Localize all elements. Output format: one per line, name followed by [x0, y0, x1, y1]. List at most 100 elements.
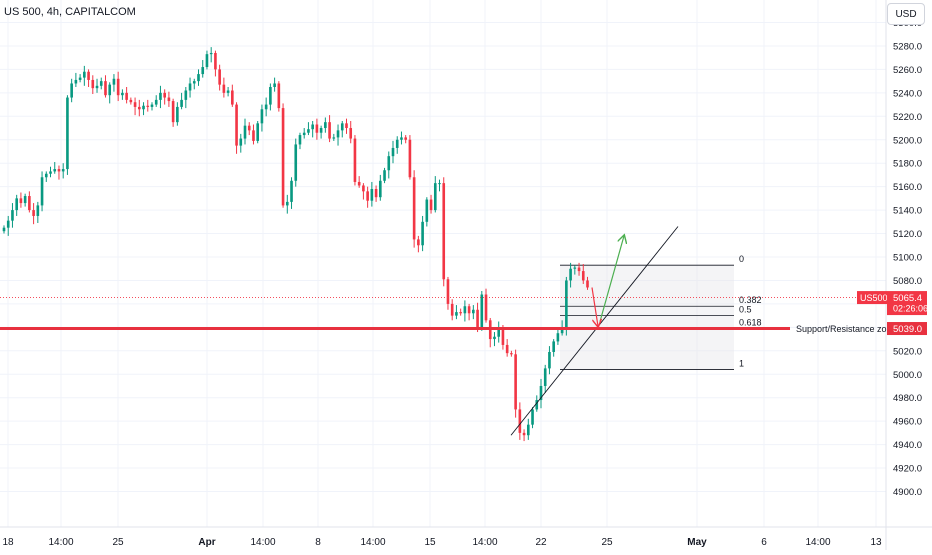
- y-tick-label: 5260.0: [893, 65, 922, 76]
- candle-body: [539, 385, 543, 401]
- candle-body: [70, 83, 73, 98]
- candle: [87, 69, 90, 87]
- candle-body: [446, 279, 450, 304]
- candle: [438, 179, 441, 192]
- candle: [129, 97, 133, 105]
- candle-body: [260, 109, 264, 124]
- candle-body: [332, 137, 336, 139]
- candle-body: [459, 312, 462, 314]
- price-tag-text: 5039.0: [893, 324, 922, 335]
- x-tick-label: 14:00: [360, 537, 385, 548]
- y-tick-label: 4940.0: [893, 440, 922, 451]
- candle: [61, 163, 65, 179]
- candle: [222, 77, 226, 98]
- candle-body: [290, 180, 293, 202]
- candle: [324, 117, 327, 133]
- candle: [260, 104, 264, 132]
- x-tick-label: 8: [315, 537, 321, 548]
- candle: [404, 135, 407, 144]
- candle-body: [298, 135, 302, 145]
- candle-body: [91, 79, 95, 89]
- candle: [408, 135, 412, 180]
- candle: [391, 140, 395, 164]
- candle: [201, 60, 205, 78]
- candle-body: [307, 129, 310, 133]
- candle: [264, 97, 268, 117]
- candle-body: [370, 188, 374, 201]
- candle: [167, 91, 171, 107]
- candle-body: [44, 173, 48, 178]
- candle-body: [581, 271, 585, 281]
- candle-body: [374, 188, 378, 198]
- candle: [450, 299, 454, 321]
- candle-body: [125, 92, 128, 100]
- candle-body: [201, 67, 205, 75]
- candle: [319, 125, 323, 139]
- candle: [577, 262, 581, 276]
- candle: [374, 185, 378, 202]
- candle: [273, 77, 276, 92]
- candle-body: [505, 344, 509, 354]
- candle-body: [252, 130, 255, 141]
- candle: [370, 181, 374, 207]
- candle: [49, 166, 52, 178]
- candle-body: [104, 81, 107, 96]
- candle-body: [222, 84, 226, 93]
- price-tag-bg: [887, 322, 927, 336]
- candle-body: [480, 294, 484, 328]
- candle-body: [324, 122, 327, 129]
- candle-body: [379, 180, 382, 198]
- candle: [218, 64, 221, 91]
- candle-body: [357, 181, 361, 186]
- candle-body: [425, 199, 429, 222]
- candle-body: [391, 147, 395, 157]
- candle: [125, 86, 128, 104]
- candle-body: [433, 183, 437, 211]
- x-tick-label: 18: [2, 537, 14, 548]
- candle-body: [366, 191, 369, 201]
- candle-body: [387, 156, 391, 171]
- candle: [518, 402, 522, 440]
- candle-body: [531, 409, 534, 425]
- candle: [269, 83, 272, 111]
- candle-body: [226, 90, 230, 93]
- candle-body: [315, 124, 319, 133]
- candle-body: [548, 351, 551, 369]
- candle: [171, 98, 175, 127]
- candle-body: [510, 353, 513, 355]
- candle: [522, 429, 526, 442]
- candle-body: [19, 198, 23, 204]
- candle-body: [586, 280, 589, 288]
- candle: [2, 225, 6, 234]
- candle-body: [32, 210, 35, 216]
- x-tick-label: May: [687, 537, 707, 548]
- fib-level-label: 0.5: [739, 305, 752, 315]
- candle: [425, 197, 429, 227]
- candle: [442, 177, 446, 287]
- candle: [539, 378, 543, 409]
- candle: [104, 75, 107, 98]
- candle: [53, 162, 57, 174]
- candle-body: [429, 199, 433, 211]
- pullback-arrow: [591, 287, 598, 326]
- candle: [159, 85, 162, 109]
- candle-body: [294, 144, 298, 181]
- candle-body: [184, 90, 188, 100]
- candle-body: [133, 102, 137, 107]
- candle-body: [269, 86, 272, 105]
- candle-body: [235, 104, 238, 146]
- candle-body: [353, 138, 357, 182]
- candle: [433, 176, 437, 213]
- candle-body: [565, 280, 568, 328]
- candle-body: [112, 78, 116, 85]
- candle: [472, 305, 475, 320]
- currency-button[interactable]: USD: [887, 3, 925, 25]
- candle: [387, 151, 391, 179]
- candle: [565, 276, 568, 336]
- candle-body: [167, 97, 171, 102]
- candle-body: [463, 306, 467, 314]
- candle: [11, 203, 14, 228]
- candle-body: [243, 125, 247, 139]
- candle: [311, 120, 314, 138]
